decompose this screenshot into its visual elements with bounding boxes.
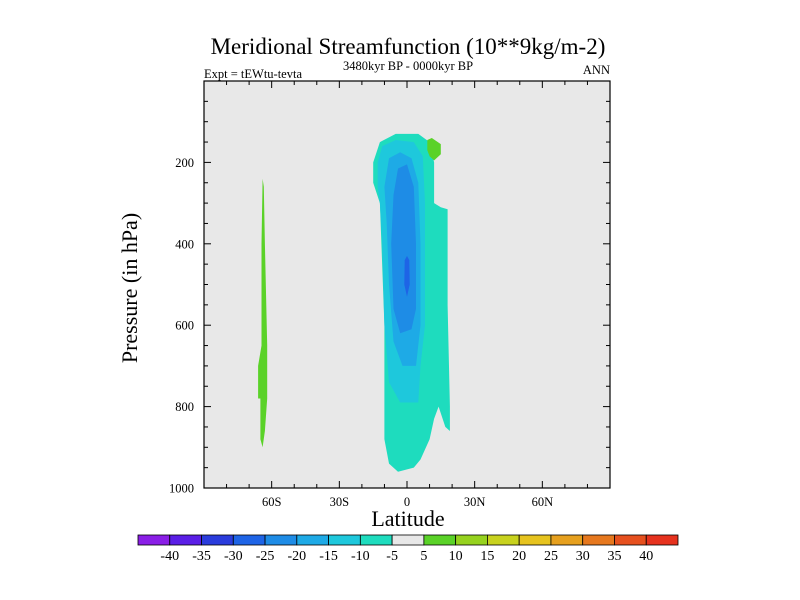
y-tick-label: 600 <box>175 319 194 333</box>
colorbar-label: -35 <box>192 549 211 564</box>
contour-regions <box>258 133 450 472</box>
colorbar-label: -15 <box>319 549 338 564</box>
colorbar-swatch <box>264 534 298 546</box>
colorbar-label: 35 <box>607 549 621 564</box>
colorbar-label: -5 <box>386 549 398 564</box>
colorbar-swatch <box>359 534 393 546</box>
x-tick-label: 0 <box>404 495 410 509</box>
colorbar-swatch <box>201 534 234 546</box>
colorbar-labels: -40 -35 -30 -25 -20 -15 -10 -5 5 10 15 20 25 30 35 40 <box>160 549 653 564</box>
colorbar-label: 25 <box>544 549 558 564</box>
colorbar-label: -30 <box>224 549 243 564</box>
y-tick-labels: 200 400 600 800 1000 <box>169 156 194 496</box>
colorbar-swatch <box>614 534 647 546</box>
colorbar-swatch <box>550 534 584 546</box>
colorbar-label: 30 <box>576 549 590 564</box>
colorbar-label: -25 <box>256 549 275 564</box>
colorbar-swatch <box>455 534 488 546</box>
contour-region-6 <box>427 138 441 161</box>
chart-subtitle-center: 3480kyr BP - 0000kyr BP <box>343 59 473 73</box>
colorbar-label: 10 <box>449 549 463 564</box>
colorbar-label: 5 <box>420 549 427 564</box>
y-tick-label: 800 <box>175 400 194 414</box>
colorbar-label: 20 <box>512 549 526 564</box>
colorbar-label: -10 <box>351 549 370 564</box>
chart-subtitle-left: Expt = tEWtu-tevta <box>204 67 302 81</box>
colorbar-swatch <box>487 534 520 546</box>
colorbar-swatch <box>169 534 202 546</box>
contour-region-3 <box>391 164 416 334</box>
x-axis-label: Latitude <box>371 506 444 531</box>
colorbar-swatch <box>328 534 361 546</box>
colorbar-swatch <box>582 534 615 546</box>
chart-title: Meridional Streamfunction (10**9kg/m-2) <box>211 34 606 59</box>
colorbar-swatch <box>423 534 457 546</box>
chart-subtitle-right: ANN <box>583 63 610 77</box>
x-tick-label: 60N <box>532 495 554 509</box>
colorbar-swatch <box>518 534 552 546</box>
x-tick-label: 30N <box>464 495 486 509</box>
colorbar-swatch <box>137 534 171 546</box>
colorbar-label: 15 <box>480 549 494 564</box>
colorbar-label: -40 <box>160 549 179 564</box>
contour-region-5 <box>258 178 268 448</box>
x-tick-label: 30S <box>330 495 350 509</box>
colorbar-swatch <box>296 534 329 546</box>
x-tick-labels: 60S 30S 0 30N 60N <box>262 495 553 509</box>
colorbar-swatch <box>391 534 425 546</box>
contour-region-4 <box>404 256 410 297</box>
colorbar <box>137 534 679 546</box>
colorbar-label: 40 <box>639 549 653 564</box>
y-tick-label: 400 <box>175 237 194 251</box>
axis-ticks <box>204 81 610 488</box>
colorbar-label: -20 <box>287 549 306 564</box>
x-tick-label: 60S <box>262 495 282 509</box>
y-axis-label: Pressure (in hPa) <box>117 213 142 363</box>
y-tick-label: 200 <box>175 156 194 170</box>
colorbar-swatch <box>645 534 679 546</box>
y-tick-label: 1000 <box>169 482 194 496</box>
colorbar-swatch <box>232 534 266 546</box>
